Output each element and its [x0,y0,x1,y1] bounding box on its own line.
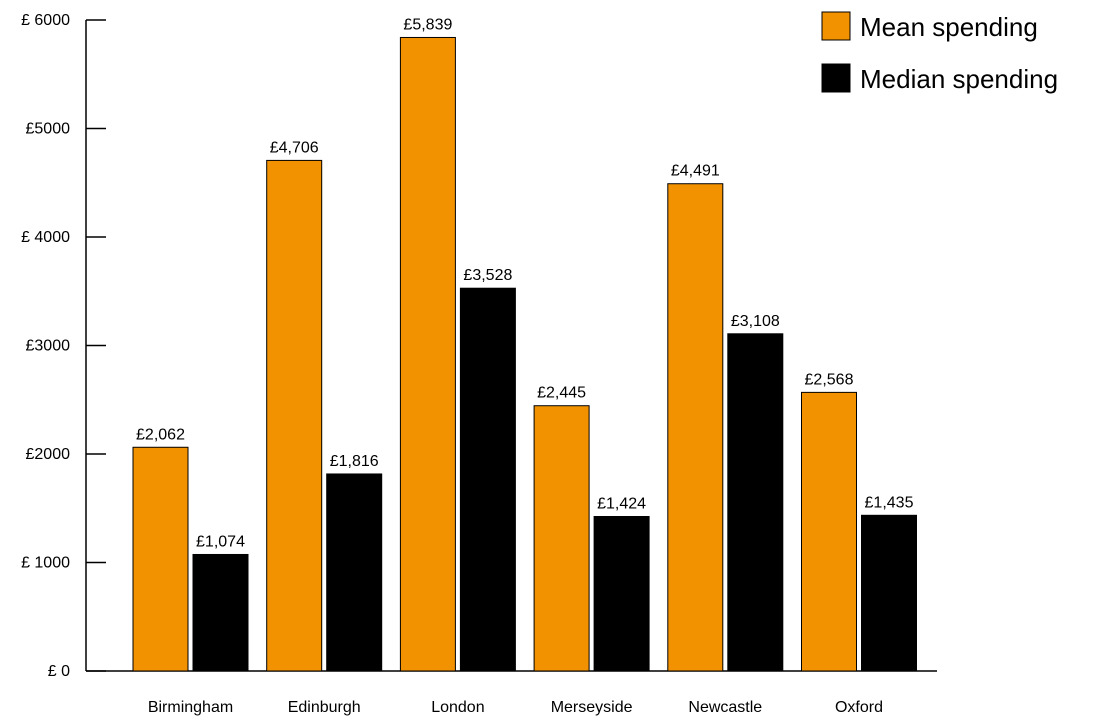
bar-mean [132,446,189,672]
bars: £2,062 £1,074 Birmingham £4,706 £1,816 Edinbu… [132,16,917,716]
y-tick-label: £ 1000 [21,555,70,572]
x-category-label: Birmingham [148,699,233,716]
data-label: £3,528 [463,267,512,284]
y-tick-label: £2000 [26,446,71,463]
y-tick-label: £5000 [26,121,71,138]
data-label: £4,491 [671,163,720,180]
y-axis: £ 0 £ 1000 £2000 £3000 £ 4000 £5000 £ 6000 [21,12,106,680]
data-label: £4,706 [270,139,319,156]
data-label: £1,435 [865,494,914,511]
x-category-label: Edinburgh [288,699,361,716]
bar-group: £4,491 £3,108 Newcastle [667,163,784,716]
x-category-label: Merseyside [551,699,633,716]
data-label: £2,568 [805,371,854,388]
legend-label: Mean spending [860,12,1038,42]
y-tick-label: £ 0 [48,663,70,680]
legend: Mean spending Median spending [821,11,1058,94]
bar-group: £4,706 £1,816 Edinburgh [266,139,383,716]
legend-swatch-mean [821,11,851,41]
bar-mean [667,183,724,672]
bar-median [593,515,650,672]
data-label: £2,445 [537,385,586,402]
legend-swatch-median [821,63,851,93]
bar-median [459,287,516,672]
bar-group: £2,568 £1,435 Oxford [801,371,917,716]
bar-median [727,333,784,672]
data-label: £1,074 [196,533,245,550]
data-label: £1,424 [597,495,646,512]
data-label: £1,816 [330,453,379,470]
bar-median [192,553,249,672]
y-tick-label: £ 4000 [21,229,70,246]
bar-group: £5,839 £3,528 London [399,16,516,716]
bar-median [861,514,917,672]
bar-mean [801,391,857,672]
x-category-label: Newcastle [688,699,762,716]
bar-mean [533,405,590,672]
y-tick-label: £ 6000 [21,12,70,29]
y-tick-label: £3000 [26,338,71,355]
legend-label: Median spending [860,64,1058,94]
data-label: £3,108 [731,313,780,330]
data-label: £5,839 [403,16,452,33]
bar-mean [266,159,323,672]
x-category-label: Oxford [835,699,883,716]
bar-median [326,473,383,672]
bar-group: £2,445 £1,424 Merseyside [533,385,650,716]
bar-mean [399,36,456,672]
x-category-label: London [431,699,484,716]
data-label: £2,062 [136,426,185,443]
bar-group: £2,062 £1,074 Birmingham [132,426,249,716]
